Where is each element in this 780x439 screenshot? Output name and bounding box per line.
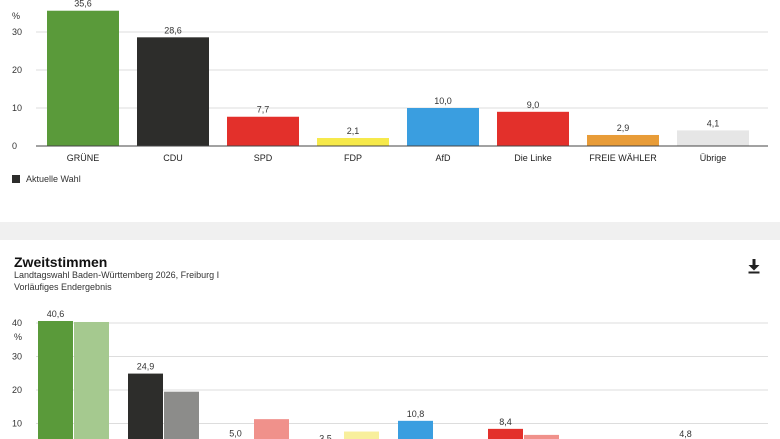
x-category-label: Übrige xyxy=(700,153,727,163)
x-category-label: AfD xyxy=(435,153,451,163)
chart-title: Zweitstimmen xyxy=(14,254,108,270)
bar-value-label: 9,0 xyxy=(527,100,540,110)
bar-previous xyxy=(254,419,289,439)
legend-label: Aktuelle Wahl xyxy=(26,174,81,184)
bar-value-label: 3,5 xyxy=(319,433,332,439)
legend-swatch xyxy=(12,175,20,183)
bar xyxy=(317,138,389,146)
y-tick-label: 10 xyxy=(12,103,22,113)
bar xyxy=(398,420,433,439)
bar xyxy=(227,116,299,146)
bar xyxy=(128,373,163,439)
bar-previous xyxy=(524,434,559,439)
bar-previous xyxy=(74,321,109,439)
bar-previous xyxy=(164,391,199,439)
bar xyxy=(407,108,479,146)
bar-value-label: 4,1 xyxy=(707,118,720,128)
download-button[interactable] xyxy=(745,257,763,275)
bar-value-label: 40,6 xyxy=(47,309,65,319)
x-category-label: FDP xyxy=(344,153,362,163)
bar xyxy=(677,130,749,146)
bar xyxy=(488,428,523,439)
bar-value-label: 2,1 xyxy=(347,126,360,136)
y-tick-label: 30 xyxy=(12,352,22,362)
bar-value-label: 8,4 xyxy=(499,417,512,427)
x-category-label: GRÜNE xyxy=(67,153,100,163)
y-tick-label: 20 xyxy=(12,65,22,75)
bar xyxy=(497,111,569,146)
y-axis-unit: % xyxy=(12,11,20,21)
y-tick-label: 10 xyxy=(12,419,22,429)
bottom-bar-chart: % 10 20 30 40 40,6 24,9 5,0 3,5 10,8 8,4 4,8 xyxy=(12,309,768,439)
download-icon xyxy=(748,259,760,274)
top-chart-panel: % 0 10 20 30 35,6 GRÜNE 28,6 CDU 7,7 SPD 2,1 FDP 10,0… xyxy=(0,0,780,222)
x-category-label: FREIE WÄHLER xyxy=(589,153,657,163)
bar xyxy=(47,10,119,146)
bar xyxy=(587,134,659,146)
x-category-label: SPD xyxy=(254,153,273,163)
bar-value-label: 10,8 xyxy=(407,409,425,419)
bar xyxy=(38,320,73,439)
y-axis-unit: % xyxy=(14,332,22,342)
bar-value-label: 10,0 xyxy=(434,96,452,106)
bar-previous xyxy=(344,431,379,439)
x-category-label: Die Linke xyxy=(514,153,552,163)
bar-value-label: 4,8 xyxy=(679,429,692,439)
bar-value-label: 5,0 xyxy=(229,428,242,438)
y-tick-label: 30 xyxy=(12,27,22,37)
bar-value-label: 35,6 xyxy=(74,0,92,9)
bar-value-label: 28,6 xyxy=(164,25,182,35)
bar xyxy=(137,37,209,146)
bar-value-label: 2,9 xyxy=(617,123,630,133)
y-tick-label: 40 xyxy=(12,318,22,328)
chart-legend: Aktuelle Wahl xyxy=(12,174,81,184)
y-tick-label: 0 xyxy=(12,141,17,151)
bar-value-label: 24,9 xyxy=(137,362,155,372)
y-tick-label: 20 xyxy=(12,385,22,395)
top-bar-chart: % 0 10 20 30 35,6 GRÜNE 28,6 CDU 7,7 SPD 2,1 FDP 10,0… xyxy=(12,0,768,163)
bar-value-label: 7,7 xyxy=(257,105,270,115)
chart-status: Vorläufiges Endergebnis xyxy=(14,282,112,292)
x-category-label: CDU xyxy=(163,153,183,163)
chart-subtitle: Landtagswahl Baden-Württemberg 2026, Fre… xyxy=(14,270,220,280)
